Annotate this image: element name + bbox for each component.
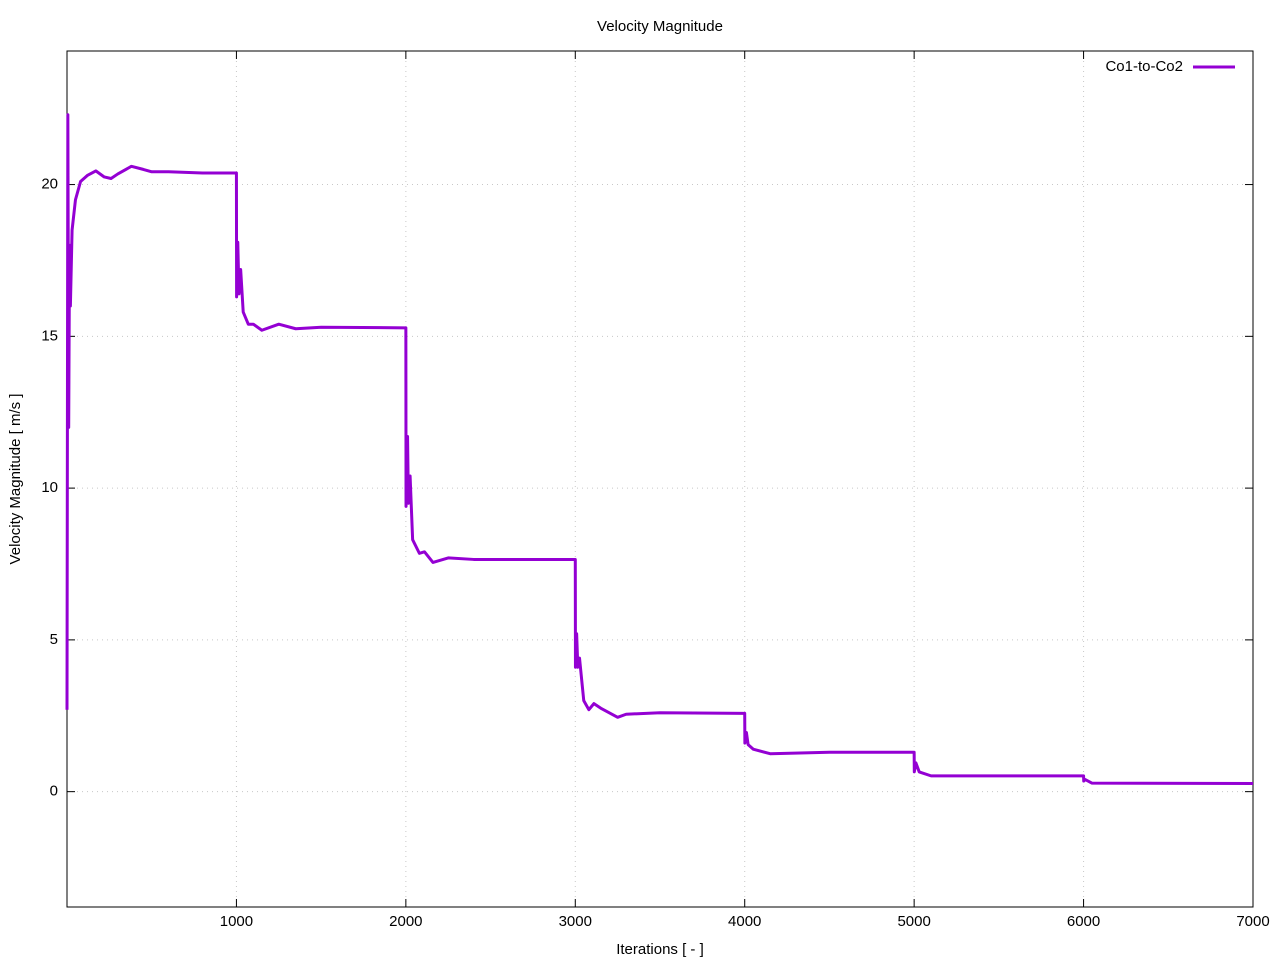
y-tick-label: 5 [50,631,58,648]
x-tick-label: 1000 [220,913,253,930]
x-tick-label: 3000 [559,913,592,930]
plot-frame [66,50,1254,908]
x-axis-label: Iterations [ - ] [616,941,704,958]
y-tick-label: 10 [41,479,58,496]
y-axis-label: Velocity Magnitude [ m/s ] [7,394,24,565]
y-tick-label: 0 [50,783,58,800]
data-line [65,113,1254,785]
legend-label: Co1-to-Co2 [1105,58,1183,75]
x-tick-label: 5000 [897,913,930,930]
x-tick-label: 6000 [1067,913,1100,930]
x-tick-label: 2000 [389,913,422,930]
x-tick-label: 4000 [728,913,761,930]
y-tick-label: 20 [41,176,58,193]
x-tick-label: 7000 [1236,913,1269,930]
chart-title: Velocity Magnitude [597,18,723,35]
y-tick-label: 15 [41,327,58,344]
